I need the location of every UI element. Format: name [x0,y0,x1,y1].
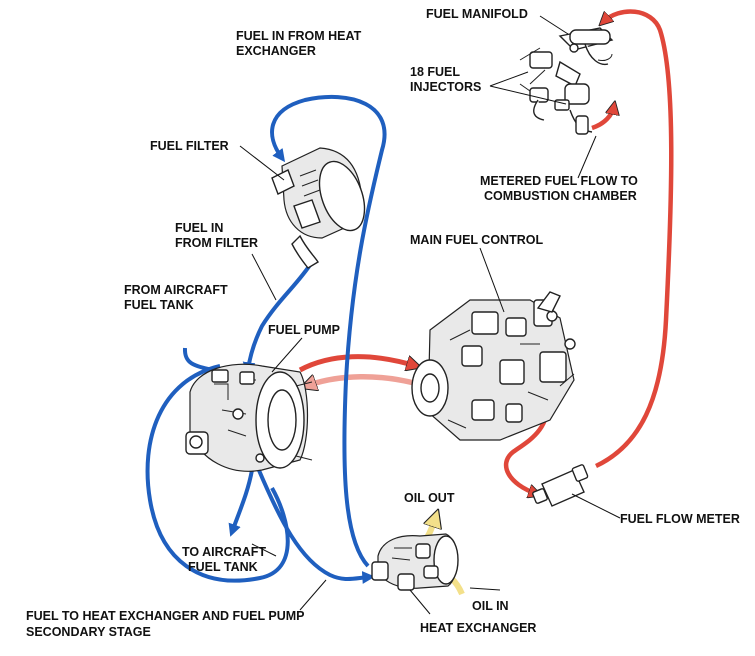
label-main-fuel-control: MAIN FUEL CONTROL [410,233,543,247]
fuel-manifold-assembly [519,27,614,135]
label-metered-fuel-flow-line1: METERED FUEL FLOW TO [480,174,638,188]
label-fuel-filter: FUEL FILTER [150,139,229,153]
label-fuel-flow-meter: FUEL FLOW METER [620,512,740,526]
label-fuel-in-from-heat-exchanger-line2: EXCHANGER [236,44,316,58]
label-fuel-manifold: FUEL MANIFOLD [426,7,528,21]
label-fuel-to-heat-exchanger-line2: SECONDARY STAGE [26,625,151,639]
fuel-line-pump-to-heat-exchanger [256,467,376,584]
leader-lines [239,15,621,615]
label-to-aircraft-fuel-tank: TO AIRCRAFT FUEL TANK [182,545,270,574]
fuel-line-filter-to-pump [242,260,314,376]
label-fuel-to-heat-exchanger: FUEL TO HEAT EXCHANGER AND FUEL PUMP SEC… [26,609,308,639]
fuel-flow-meter [532,464,589,507]
heat-exchanger [371,533,459,591]
label-fuel-injectors: 18 FUEL INJECTORS [410,65,481,94]
pump-to-control-arrow [298,354,416,373]
metered-fuel-flow-arrow [591,106,614,131]
label-heat-exchanger: HEAT EXCHANGER [420,621,536,635]
label-fuel-injectors-line1: 18 FUEL [410,65,460,79]
label-from-aircraft-fuel-tank: FROM AIRCRAFT FUEL TANK [124,283,231,312]
label-fuel-in-from-heat-exchanger-line1: FUEL IN FROM HEAT [236,29,362,43]
control-return-arrow [306,374,419,386]
label-fuel-to-heat-exchanger-line1: FUEL TO HEAT EXCHANGER AND FUEL PUMP [26,609,304,623]
label-oil-out: OIL OUT [404,491,455,505]
fuel-pump [185,363,313,472]
fuel-filter [271,147,366,269]
label-fuel-in-from-filter-line2: FROM FILTER [175,236,258,250]
label-from-aircraft-fuel-tank-line1: FROM AIRCRAFT [124,283,228,297]
fuel-line-heat-exchanger-to-filter [270,95,387,568]
label-metered-fuel-flow-line2: COMBUSTION CHAMBER [484,189,637,203]
label-to-aircraft-fuel-tank-line2: FUEL TANK [188,560,258,574]
metered-fuel-line-meter-to-manifold [595,9,674,469]
label-metered-fuel-flow: METERED FUEL FLOW TO COMBUSTION CHAMBER [480,174,641,203]
fuel-line-to-aircraft-tank [228,469,254,537]
label-to-aircraft-fuel-tank-line1: TO AIRCRAFT [182,545,266,559]
label-fuel-injectors-line2: INJECTORS [410,80,481,94]
label-fuel-in-from-heat-exchanger: FUEL IN FROM HEAT EXCHANGER [236,29,365,58]
label-oil-in: OIL IN [472,599,509,613]
label-from-aircraft-fuel-tank-line2: FUEL TANK [124,298,194,312]
label-fuel-pump: FUEL PUMP [268,323,340,337]
label-fuel-in-from-filter-line1: FUEL IN [175,221,223,235]
fuel-line-pump-loop [145,364,290,583]
label-fuel-in-from-filter: FUEL IN FROM FILTER [175,221,258,250]
main-fuel-control [411,291,576,441]
